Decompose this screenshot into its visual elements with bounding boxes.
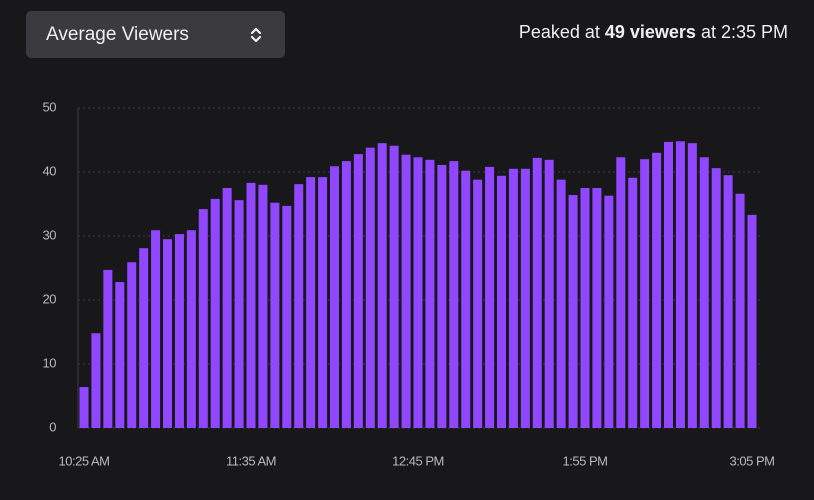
- dropdown-label: Average Viewers: [46, 24, 189, 45]
- bar: [652, 152, 662, 429]
- y-tick-label: 10: [43, 355, 57, 370]
- bar: [664, 141, 673, 429]
- bar: [115, 282, 125, 428]
- bar: [485, 166, 495, 428]
- bar: [127, 262, 137, 428]
- bar: [258, 184, 268, 428]
- bar: [508, 168, 518, 429]
- bar: [353, 154, 363, 428]
- bar: [735, 193, 745, 428]
- bar: [544, 159, 554, 428]
- bar: [163, 239, 172, 428]
- y-tick-label: 40: [43, 163, 57, 178]
- bar: [413, 157, 423, 428]
- bar: [699, 157, 709, 428]
- metric-dropdown[interactable]: Average Viewers: [26, 11, 285, 58]
- dropdown-icon: [250, 27, 262, 43]
- bar: [91, 333, 101, 428]
- bar: [449, 161, 459, 428]
- bar: [282, 205, 292, 428]
- bar: [294, 184, 304, 428]
- bar: [198, 209, 208, 428]
- bar: [604, 195, 614, 428]
- bar: [174, 234, 184, 428]
- bar: [246, 182, 256, 428]
- y-tick-label: 20: [43, 291, 57, 306]
- bar: [568, 195, 578, 428]
- bar: [461, 170, 471, 428]
- bar: [687, 143, 697, 428]
- y-tick-label: 30: [43, 227, 57, 242]
- bar: [151, 230, 161, 428]
- bar: [103, 269, 113, 428]
- bar: [341, 161, 351, 428]
- bar: [556, 179, 566, 428]
- bar: [270, 202, 280, 428]
- bar: [186, 230, 196, 428]
- x-tick-label: 1:55 PM: [563, 453, 608, 468]
- bar: [210, 198, 220, 428]
- bar: [401, 154, 411, 428]
- bar: [222, 188, 232, 428]
- bar: [675, 141, 685, 428]
- bar: [139, 248, 149, 428]
- y-tick-label: 50: [43, 99, 57, 114]
- bar: [723, 175, 733, 428]
- bar: [711, 168, 721, 428]
- bar: [497, 175, 506, 428]
- bar: [330, 166, 339, 429]
- bar: [425, 159, 435, 428]
- bar: [532, 157, 542, 429]
- bar: [580, 188, 590, 428]
- bar: [306, 177, 316, 428]
- bar: [318, 177, 328, 428]
- x-tick-label: 12:45 PM: [392, 453, 444, 468]
- bar: [520, 168, 530, 429]
- bar: [616, 157, 626, 428]
- bar: [747, 214, 757, 428]
- bar: [592, 188, 602, 428]
- x-tick-label: 11:35 AM: [226, 453, 276, 468]
- bar: [234, 200, 244, 428]
- x-tick-label: 3:05 PM: [730, 453, 775, 468]
- peak-prefix: Peaked at: [518, 22, 600, 42]
- bar: [473, 179, 483, 428]
- bar: [377, 143, 387, 428]
- bar: [628, 177, 638, 428]
- peak-summary: Peaked at 49 viewers at 2:35 PM: [519, 22, 788, 43]
- x-tick-label: 10:25 AM: [59, 453, 110, 468]
- peak-highlight: 49 viewers: [604, 22, 696, 42]
- bar: [437, 164, 447, 428]
- peak-suffix: at 2:35 PM: [700, 22, 788, 42]
- bar: [389, 145, 399, 428]
- y-tick-label: 0: [49, 419, 56, 434]
- bar: [640, 159, 650, 428]
- bar: [365, 147, 375, 428]
- bar: [79, 387, 89, 428]
